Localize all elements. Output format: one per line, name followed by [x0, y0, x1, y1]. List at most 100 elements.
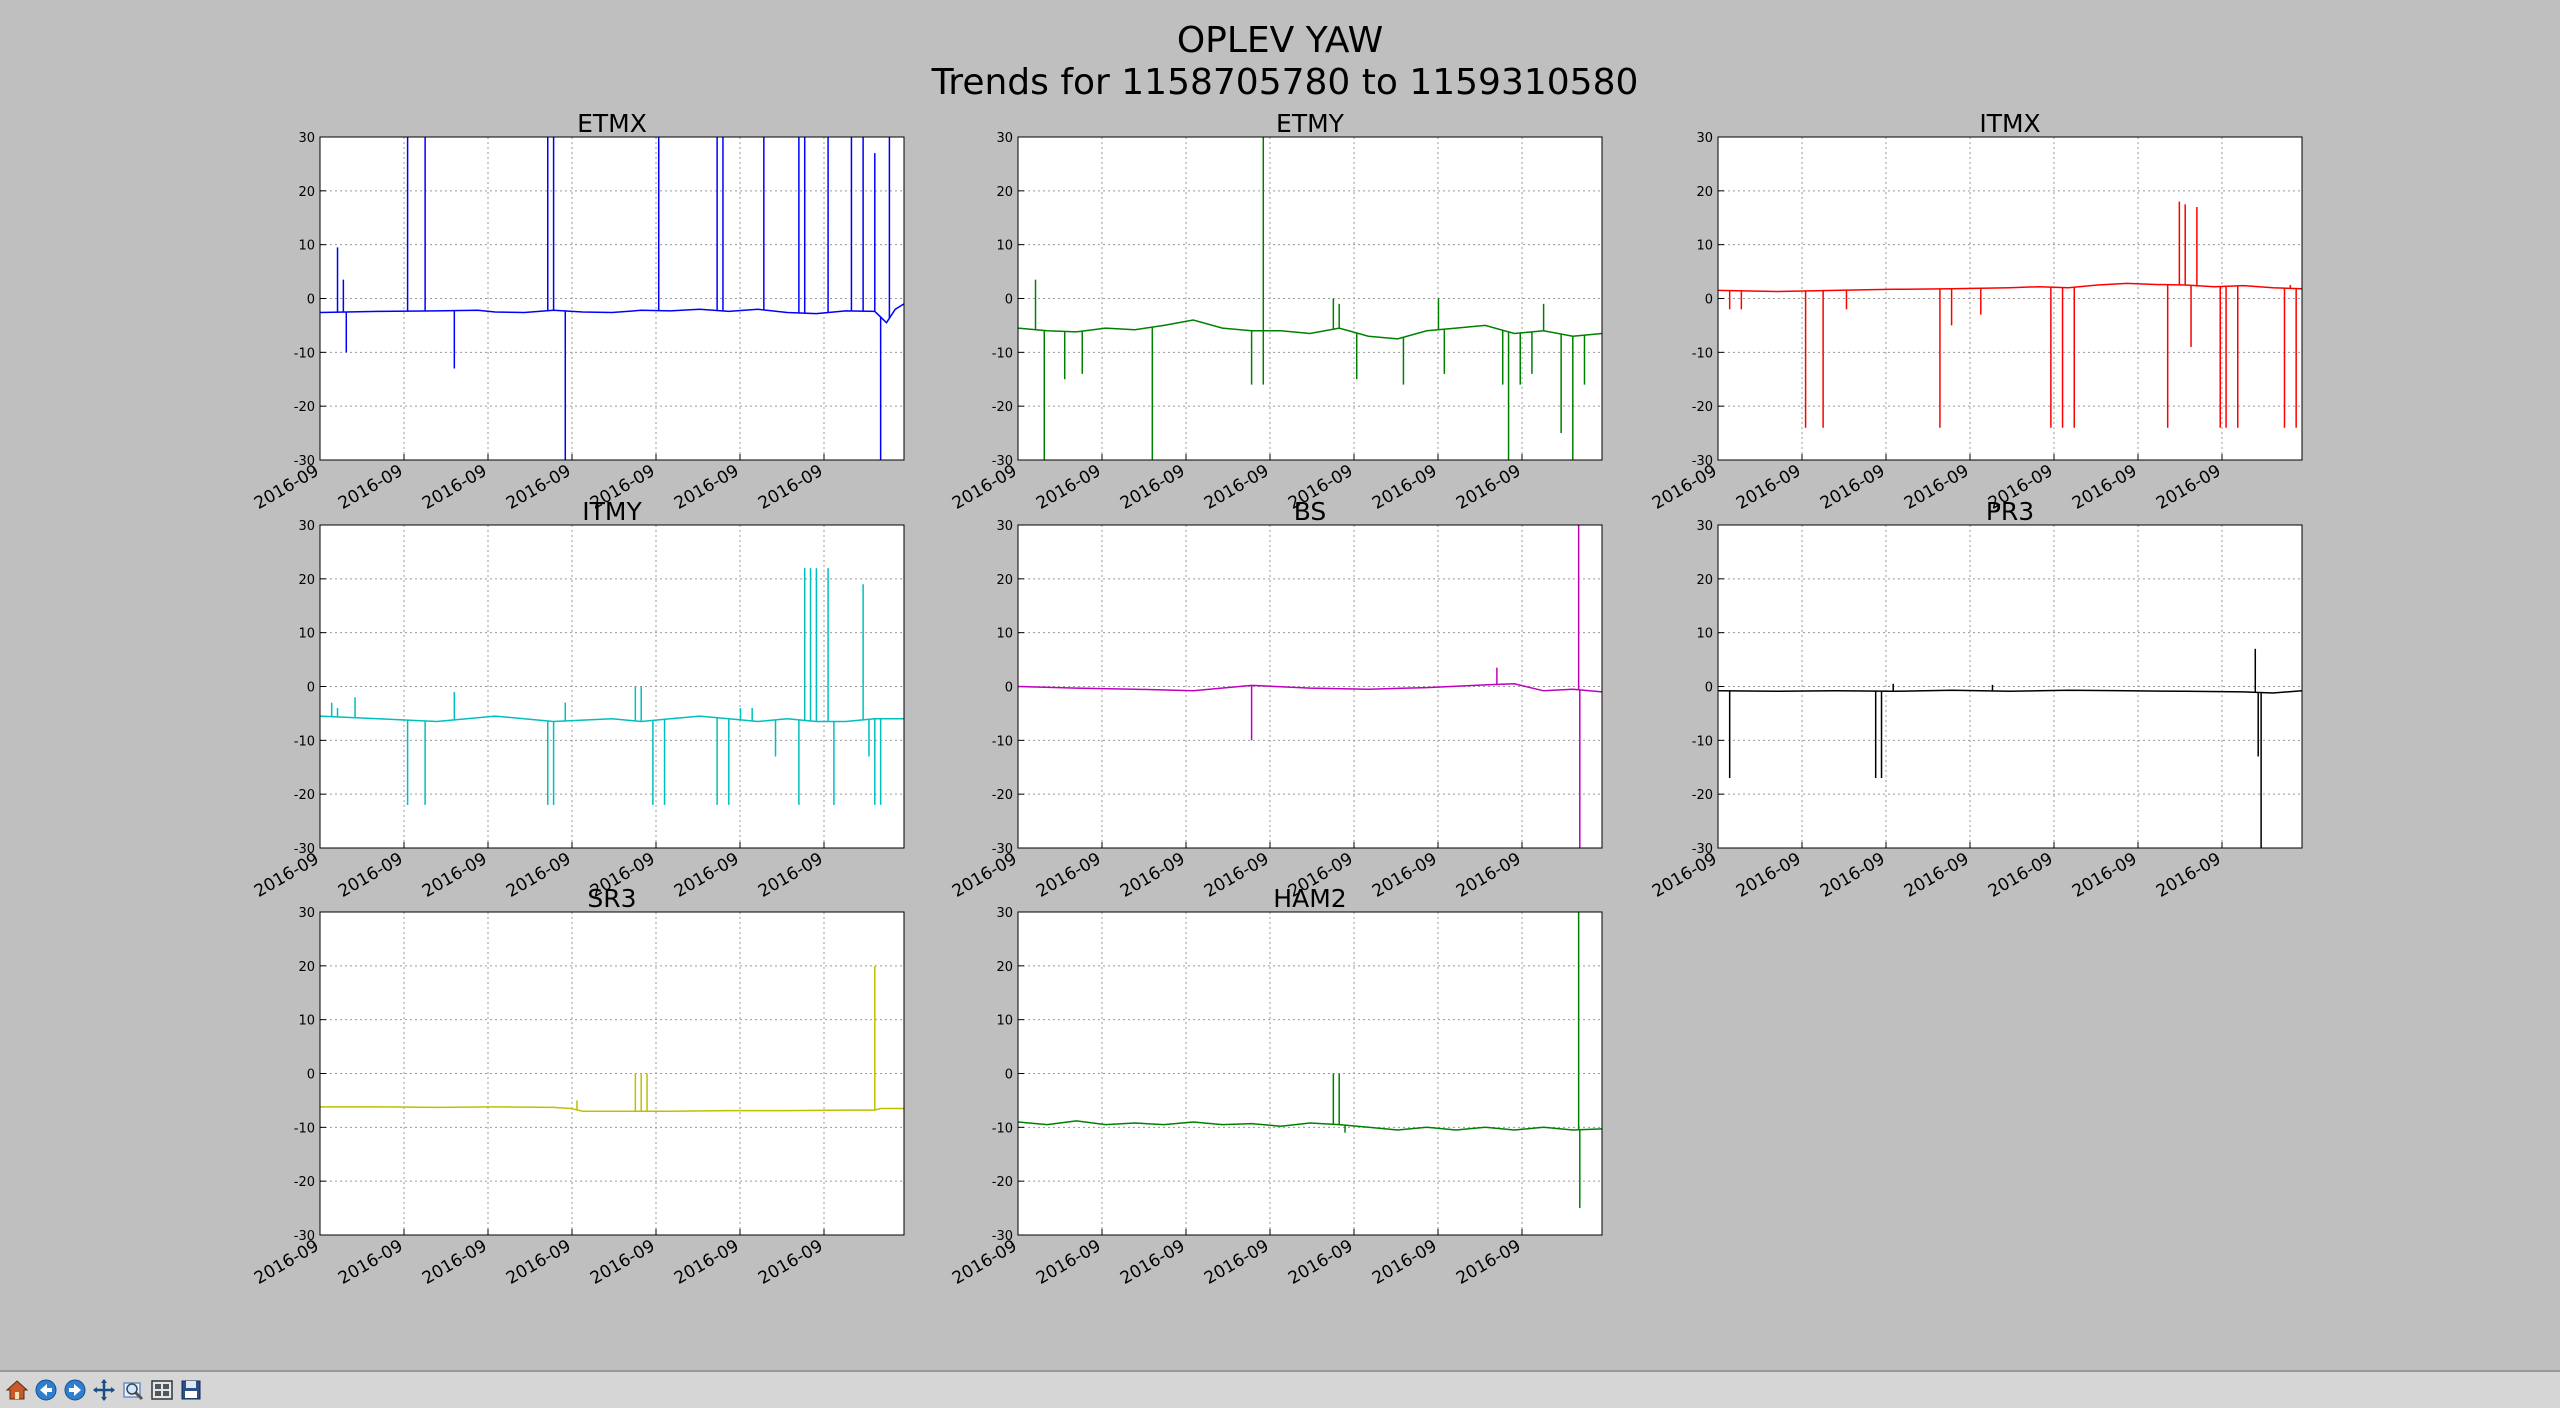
plot-frame [1017, 911, 1603, 1236]
x-tick-label: 2016-09 [419, 461, 491, 514]
series-line [1017, 683, 1603, 693]
plot-frame [319, 136, 905, 461]
y-tick-label: 10 [1696, 627, 1713, 642]
series-line [319, 715, 904, 723]
subplot-title: BS [1294, 497, 1327, 526]
x-tick-label: 2016-09 [419, 1236, 491, 1289]
y-tick-label: -30 [294, 454, 315, 469]
y-tick-label: -10 [1692, 734, 1713, 749]
y-tick-label: 0 [307, 1068, 315, 1083]
x-tick-label: 2016-09 [1369, 1236, 1441, 1289]
x-tick-label: 2016-09 [1901, 461, 1973, 514]
y-tick-label: 30 [298, 131, 315, 146]
save-icon [181, 1380, 201, 1400]
y-tick-label: 20 [996, 960, 1013, 975]
back-button[interactable] [33, 1377, 59, 1403]
x-tick-label: 2016-09 [755, 461, 827, 514]
y-tick-label: 30 [298, 519, 315, 534]
x-tick-label: 2016-09 [419, 849, 491, 902]
x-tick-label: 2016-09 [251, 1236, 323, 1289]
navigation-toolbar [0, 1370, 2560, 1408]
x-tick-label: 2016-09 [335, 461, 407, 514]
x-tick-label: 2016-09 [949, 1236, 1021, 1289]
figure-title: OPLEV YAW [1177, 20, 1383, 61]
x-tick-label: 2016-09 [2069, 849, 2141, 902]
x-tick-label: 2016-09 [1201, 461, 1273, 514]
forward-button[interactable] [62, 1377, 88, 1403]
y-tick-label: 30 [996, 906, 1013, 921]
y-tick-label: -30 [992, 454, 1013, 469]
x-tick-label: 2016-09 [2153, 849, 2225, 902]
series-line [1017, 1120, 1603, 1131]
y-tick-label: -30 [294, 842, 315, 857]
x-tick-label: 2016-09 [1817, 849, 1889, 902]
y-tick-label: 10 [996, 239, 1013, 254]
y-tick-label: 30 [1696, 131, 1713, 146]
y-tick-label: 0 [1005, 293, 1013, 308]
y-tick-label: 0 [1705, 681, 1713, 696]
x-tick-label: 2016-09 [503, 1236, 575, 1289]
y-tick-label: 0 [1005, 681, 1013, 696]
series-line [1017, 319, 1603, 340]
subplot-title: PR3 [1986, 497, 2034, 526]
x-tick-label: 2016-09 [1985, 849, 2057, 902]
subplot-title: HAM2 [1273, 884, 1346, 913]
x-tick-label: 2016-09 [1201, 849, 1273, 902]
x-tick-label: 2016-09 [1117, 849, 1189, 902]
y-tick-label: 30 [298, 906, 315, 921]
y-tick-label: -20 [294, 1175, 315, 1190]
x-tick-label: 2016-09 [949, 849, 1021, 902]
y-tick-label: -10 [294, 1121, 315, 1136]
save-button[interactable] [178, 1377, 204, 1403]
y-tick-label: -10 [294, 346, 315, 361]
pan-icon [93, 1379, 115, 1401]
x-tick-label: 2016-09 [1369, 849, 1441, 902]
x-tick-label: 2016-09 [1453, 849, 1525, 902]
home-button[interactable] [4, 1377, 30, 1403]
y-tick-label: -10 [992, 346, 1013, 361]
y-tick-label: -30 [294, 1229, 315, 1244]
subplot-title: ITMX [1979, 109, 2040, 138]
y-tick-label: -30 [1692, 842, 1713, 857]
x-tick-label: 2016-09 [1033, 461, 1105, 514]
y-tick-label: 10 [996, 627, 1013, 642]
x-tick-label: 2016-09 [1649, 849, 1721, 902]
y-tick-label: 10 [996, 1014, 1013, 1029]
series-line [1717, 282, 2303, 293]
y-tick-label: 20 [1696, 573, 1713, 588]
plot-frame [1717, 524, 2303, 849]
figure-svg: OPLEV YAW Trends for 1158705780 to 11593… [251, 20, 2303, 1289]
y-tick-label: -30 [1692, 454, 1713, 469]
y-tick-label: 20 [298, 960, 315, 975]
y-tick-label: -10 [992, 734, 1013, 749]
y-tick-label: -20 [1692, 788, 1713, 803]
x-tick-label: 2016-09 [503, 849, 575, 902]
y-tick-label: 30 [996, 519, 1013, 534]
x-tick-label: 2016-09 [2069, 461, 2141, 514]
configure-subplots-button[interactable] [149, 1377, 175, 1403]
y-tick-label: -20 [1692, 400, 1713, 415]
pan-button[interactable] [91, 1377, 117, 1403]
x-tick-label: 2016-09 [671, 1236, 743, 1289]
x-tick-label: 2016-09 [2153, 461, 2225, 514]
zoom-button[interactable] [120, 1377, 146, 1403]
y-tick-label: -20 [294, 400, 315, 415]
zoom-icon [123, 1382, 144, 1401]
y-tick-label: 10 [298, 627, 315, 642]
x-tick-label: 2016-09 [335, 849, 407, 902]
plot-frame [1717, 136, 2303, 461]
x-tick-label: 2016-09 [251, 461, 323, 514]
x-tick-label: 2016-09 [1033, 849, 1105, 902]
y-tick-label: -10 [992, 1121, 1013, 1136]
x-tick-label: 2016-09 [1453, 461, 1525, 514]
back-arrow-icon [35, 1379, 57, 1401]
plot-frame [1017, 136, 1603, 461]
x-tick-label: 2016-09 [1453, 1236, 1525, 1289]
plot-frame [1017, 524, 1603, 849]
